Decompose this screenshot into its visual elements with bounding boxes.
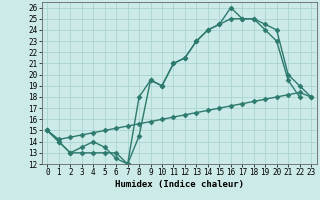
X-axis label: Humidex (Indice chaleur): Humidex (Indice chaleur): [115, 180, 244, 189]
